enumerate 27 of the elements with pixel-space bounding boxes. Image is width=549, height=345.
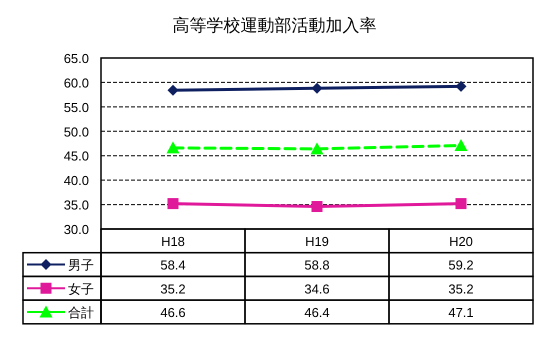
- y-tick-label: 35.0: [64, 198, 89, 213]
- legend: 男子: [27, 258, 94, 273]
- y-tick-label: 30.0: [64, 222, 89, 237]
- y-tick-label: 65.0: [64, 51, 89, 66]
- legend: 合計: [27, 304, 94, 320]
- data-label: 46.4: [304, 304, 330, 320]
- x-tick-label: H18: [161, 234, 185, 249]
- y-tick-label: 50.0: [64, 124, 89, 140]
- legend: 女子: [27, 281, 94, 296]
- data-label: 35.2: [448, 281, 474, 296]
- data-label: 59.2: [448, 258, 474, 273]
- legend-label: 男子: [68, 258, 94, 273]
- data-label: 46.6: [160, 304, 186, 320]
- data-label: 47.1: [448, 304, 474, 320]
- x-tick-label: H20: [449, 234, 473, 249]
- y-tick-label: 60.0: [64, 75, 89, 90]
- legend-label: 女子: [68, 281, 94, 296]
- y-tick-label: 45.0: [64, 148, 89, 164]
- data-label: 58.8: [304, 258, 330, 273]
- y-tick-label: 55.0: [64, 100, 89, 115]
- data-label: 34.6: [304, 281, 330, 296]
- x-tick-label: H19: [305, 234, 329, 249]
- data-label: 35.2: [160, 281, 186, 296]
- chart-title: 高等学校運動部活動加入率: [172, 16, 376, 35]
- legend-label: 合計: [68, 304, 94, 320]
- data-label: 58.4: [160, 258, 186, 273]
- y-tick-label: 40.0: [64, 173, 89, 188]
